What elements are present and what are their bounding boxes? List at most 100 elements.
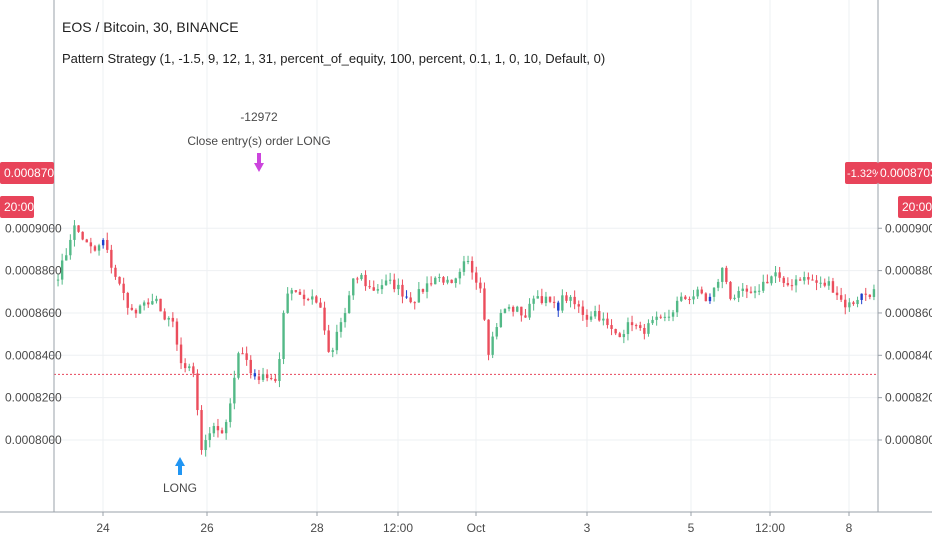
candle-body — [655, 316, 658, 320]
candle-body — [848, 302, 851, 308]
candle-body — [585, 314, 589, 320]
candle-body — [593, 311, 597, 317]
candle-body — [770, 276, 773, 284]
candle-body — [245, 353, 248, 360]
candle-body — [380, 285, 384, 290]
candle-body — [200, 410, 203, 451]
candle-body — [487, 319, 490, 355]
candle-body — [667, 316, 671, 318]
candle-body — [69, 239, 72, 256]
candle-body — [536, 296, 539, 299]
candle-body — [85, 239, 88, 243]
candle-body — [196, 373, 199, 411]
candle-body — [208, 433, 211, 441]
candle-body — [101, 239, 105, 246]
candle-body — [528, 303, 531, 318]
candle-body — [618, 333, 621, 338]
candle-body — [466, 260, 470, 262]
candle-body — [294, 290, 298, 292]
candle-body — [577, 304, 580, 307]
candle-body — [479, 282, 482, 289]
x-tick-label: 26 — [200, 521, 214, 535]
candle-body — [270, 378, 273, 380]
candle-body — [757, 290, 761, 292]
candle-body — [302, 294, 306, 300]
x-tick-label: 12:00 — [755, 521, 785, 535]
y-tick-label: 0.0008800 — [5, 264, 62, 278]
candle-body — [138, 305, 142, 314]
candle-body — [606, 318, 609, 326]
candle-body — [77, 225, 80, 232]
candle-body — [126, 292, 129, 308]
candle-body — [372, 287, 375, 291]
candle-body — [122, 283, 125, 293]
candle-body — [511, 306, 515, 312]
candle-body — [708, 296, 712, 302]
candle-body — [216, 426, 220, 431]
candle-body — [688, 299, 691, 301]
candlesticks — [56, 220, 876, 457]
candle-body — [339, 322, 343, 332]
y-axis-right[interactable]: 0.0009000 0.0008800 0.0008600 0.0008400 0.00… — [878, 221, 932, 447]
left-time-badge: 20:00 — [0, 196, 34, 218]
candle-body — [220, 430, 224, 434]
candle-body — [261, 374, 265, 380]
candle-body — [241, 353, 244, 355]
candle-body — [753, 290, 757, 293]
candle-body — [704, 293, 708, 302]
x-tick-label: Oct — [467, 521, 486, 535]
close-long-marker[interactable]: -12972 Close entry(s) order LONG — [187, 110, 331, 172]
candle-body — [721, 267, 724, 282]
candle-body — [499, 312, 503, 328]
long-entry-marker[interactable]: LONG — [163, 457, 197, 495]
candle-body — [229, 403, 232, 423]
candle-body — [274, 378, 277, 382]
chart-title[interactable]: EOS / Bitcoin, 30, BINANCE — [62, 19, 239, 35]
candle-body — [233, 377, 236, 404]
grid-lines — [54, 0, 878, 512]
candle-body — [130, 307, 134, 310]
candle-body — [565, 295, 568, 301]
candle-body — [204, 440, 207, 451]
candle-body — [376, 289, 380, 291]
right-price-badge: 0.0008703 — [878, 162, 932, 184]
candle-body — [438, 277, 441, 279]
candle-body — [745, 288, 749, 292]
candle-body — [142, 302, 146, 306]
y-axis-left[interactable]: 0.0009000 0.0008800 0.0008600 0.0008400 0.00… — [5, 221, 62, 447]
candle-body — [224, 422, 228, 434]
candle-body — [470, 260, 474, 273]
candle-body — [598, 311, 601, 321]
strategy-legend[interactable]: Pattern Strategy (1, -1.5, 9, 12, 1, 31,… — [62, 51, 606, 66]
candle-body — [319, 302, 322, 308]
candle-body — [741, 288, 744, 292]
candle-body — [212, 426, 216, 434]
plot-area[interactable] — [54, 0, 878, 512]
candle-body — [749, 291, 753, 293]
candle-body — [811, 279, 814, 281]
candle-body — [397, 284, 400, 290]
candle-body — [675, 300, 679, 313]
long-label: LONG — [163, 481, 197, 495]
candle-body — [475, 272, 478, 283]
candle-body — [155, 298, 158, 302]
candle-body — [552, 301, 556, 303]
change-badge: -1.32% — [845, 162, 882, 184]
candle-body — [462, 261, 466, 272]
x-axis[interactable]: 24 26 28 12:00 Oct 3 5 12:00 8 — [96, 512, 853, 535]
candle-body — [73, 225, 76, 240]
candle-body — [331, 350, 334, 352]
candle-body — [839, 295, 843, 300]
candle-body — [413, 302, 416, 304]
candle-body — [860, 293, 863, 300]
left-price-value: 0.0008703 — [4, 166, 61, 180]
candle-body — [557, 302, 560, 311]
candle-body — [97, 245, 101, 251]
candle-body — [737, 291, 740, 298]
candle-body — [134, 309, 138, 314]
candle-body — [257, 376, 261, 380]
candle-body — [589, 316, 593, 320]
candle-body — [581, 306, 585, 315]
candle-body — [643, 327, 646, 334]
